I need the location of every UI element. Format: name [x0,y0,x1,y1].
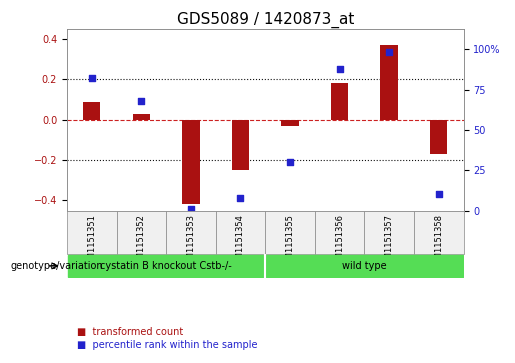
Text: cystatin B knockout Cstb-/-: cystatin B knockout Cstb-/- [100,261,232,271]
Bar [281,120,299,126]
Bar [68,255,264,277]
Point [385,49,393,55]
Text: GSM1151354: GSM1151354 [236,214,245,270]
Bar [331,83,348,120]
Bar [381,45,398,120]
Title: GDS5089 / 1420873_at: GDS5089 / 1420873_at [177,12,354,28]
Bar [266,255,462,277]
Text: GSM1151358: GSM1151358 [434,214,443,270]
FancyBboxPatch shape [67,211,116,254]
FancyBboxPatch shape [365,211,414,254]
Point [236,195,245,200]
Text: GSM1151352: GSM1151352 [137,214,146,270]
Text: GSM1151351: GSM1151351 [87,214,96,270]
Bar [232,120,249,170]
Point [335,66,344,72]
FancyBboxPatch shape [216,211,265,254]
Point [286,159,294,165]
FancyBboxPatch shape [315,211,365,254]
FancyBboxPatch shape [265,211,315,254]
FancyBboxPatch shape [166,211,216,254]
Point [137,98,145,104]
Text: GSM1151355: GSM1151355 [285,214,295,270]
Text: GSM1151357: GSM1151357 [385,214,393,270]
FancyBboxPatch shape [116,211,166,254]
Text: GSM1151353: GSM1151353 [186,214,195,270]
Bar [430,120,448,154]
Text: GSM1151356: GSM1151356 [335,214,344,270]
Text: ■  percentile rank within the sample: ■ percentile rank within the sample [77,340,258,350]
Bar [83,102,100,120]
Bar [133,114,150,120]
Point [88,76,96,81]
Text: wild type: wild type [342,261,387,271]
Text: genotype/variation: genotype/variation [10,261,103,271]
Text: ■  transformed count: ■ transformed count [77,327,183,337]
FancyBboxPatch shape [414,211,464,254]
Point [187,206,195,212]
Point [435,192,443,197]
Bar [182,120,199,204]
